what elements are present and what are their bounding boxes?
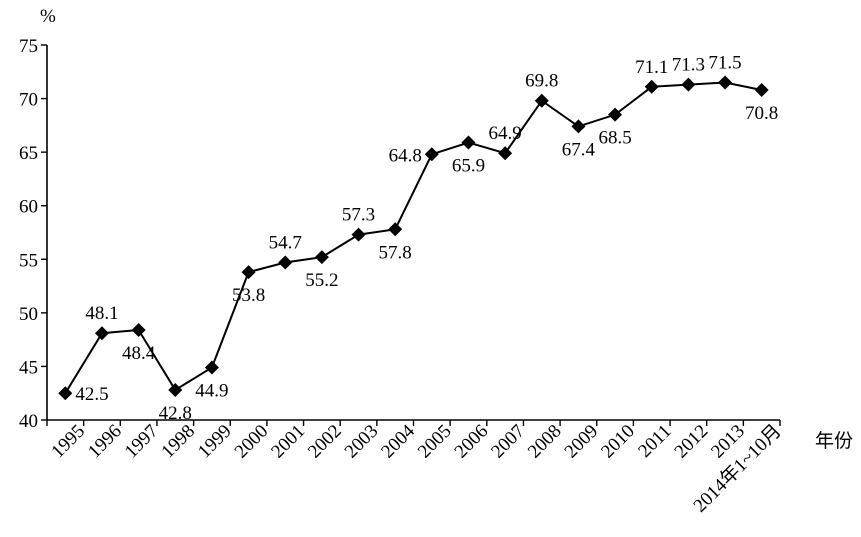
data-point-marker [461,135,476,150]
data-point-marker [241,265,256,280]
y-tick-label: 65 [19,143,38,164]
data-point-marker [131,323,146,337]
x-tick-label: 2001 [267,421,309,463]
data-point-marker [608,107,623,122]
data-point-marker [571,119,586,134]
data-point-marker [644,79,659,94]
series-line [64,81,762,394]
y-tick-label: 50 [19,304,38,325]
data-label: 71.3 [672,55,705,76]
x-tick-label: 2009 [561,421,603,463]
y-tick-label: 60 [19,197,38,218]
data-point-marker [388,222,403,237]
data-point-marker [314,250,329,265]
data-label: 57.8 [379,242,412,263]
data-point-marker [351,227,366,242]
x-axis-title: 年份 [815,430,853,452]
y-tick-label: 40 [19,411,38,432]
data-point-marker [498,146,513,161]
data-label: 64.8 [389,145,422,166]
data-label: 53.8 [232,285,265,306]
data-label: 48.1 [85,303,118,324]
data-label: 71.5 [708,53,741,74]
x-tick-label: 2002 [304,421,346,463]
x-tick-label: 1999 [194,421,236,463]
x-tick-label: 2003 [341,421,383,463]
data-label: 65.9 [452,156,485,177]
data-point-marker [718,75,733,90]
x-tick-label: 2008 [524,421,566,463]
data-point-marker [278,255,293,270]
data-labels: 42.5 48.148.4 42.844.9 53.8 54.755.2 57.357.8… [75,53,778,425]
data-label: 67.4 [562,139,596,160]
x-tick-label: 2006 [451,421,493,463]
x-tick-label: 2000 [231,421,273,463]
x-ticks: 1995199619971998199920002001200220032004… [46,420,786,517]
y-ticks: 40 45 50 55 60 65 70 75 [19,36,47,432]
x-tick-label: 1995 [47,421,89,463]
x-tick-label: 2010 [597,421,639,463]
data-label: 42.5 [75,384,108,405]
data-label: 69.8 [525,71,558,92]
x-tick-label: 1997 [121,421,163,463]
x-tick-label: 2012 [671,421,713,463]
data-point-marker [534,93,549,108]
axes [46,45,780,421]
data-point-marker [168,383,183,397]
data-label: 71.1 [635,57,668,78]
x-tick-label: 1998 [157,421,199,463]
data-point-marker [754,83,769,97]
data-label: 48.4 [122,343,156,364]
data-point-marker [424,147,439,162]
y-tick-label: 45 [19,357,38,378]
data-label: 68.5 [598,128,631,149]
y-axis-unit-label: % [40,6,56,27]
data-point-marker [204,360,219,375]
data-label: 64.9 [489,123,522,144]
y-tick-label: 55 [19,250,38,271]
x-tick-label: 2004 [377,420,419,462]
x-tick-label: 1996 [84,421,126,463]
x-tick-label: 2005 [414,421,456,463]
x-tick-label: 2007 [487,421,529,463]
data-label: 42.8 [159,403,192,424]
data-point-marker [58,386,73,401]
data-label: 70.8 [745,103,778,124]
series [58,75,769,401]
data-label: 54.7 [269,233,302,254]
data-label: 44.9 [195,381,228,402]
data-label: 57.3 [342,205,375,226]
y-tick-label: 75 [19,36,38,57]
data-point-marker [681,77,696,92]
x-tick-label: 2011 [634,421,675,462]
data-point-marker [94,326,109,341]
y-tick-label: 70 [19,90,38,111]
data-label: 55.2 [305,270,338,291]
